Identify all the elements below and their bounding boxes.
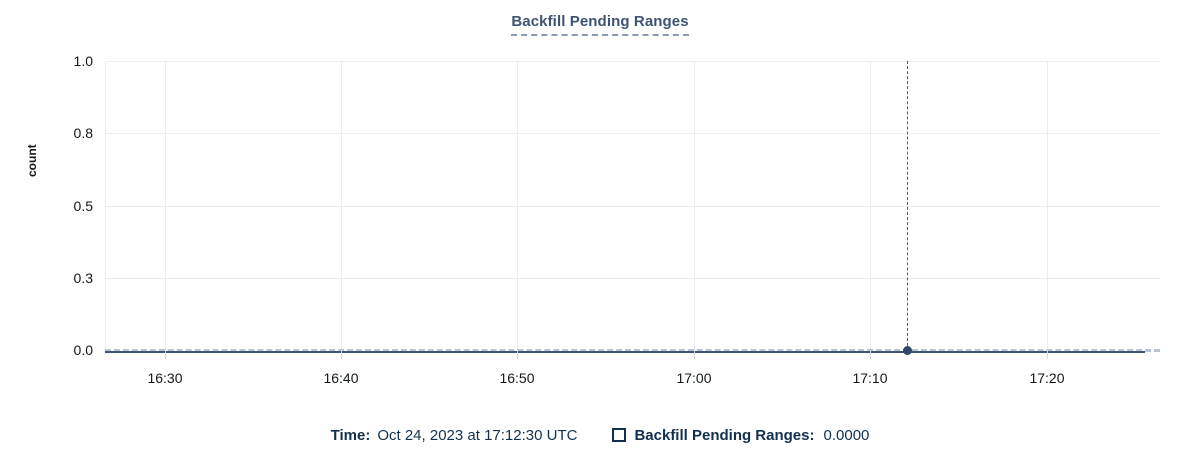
gridline-horizontal xyxy=(105,133,1160,134)
x-tick-mark xyxy=(694,350,695,359)
x-tick-mark xyxy=(341,350,342,359)
hover-time-value: Oct 24, 2023 at 17:12:30 UTC xyxy=(377,426,578,444)
x-tick-label: 16:30 xyxy=(147,370,183,386)
data-point-marker[interactable] xyxy=(903,346,912,355)
gridline-vertical xyxy=(341,61,342,350)
x-tick-label: 16:40 xyxy=(323,370,359,386)
x-tick-mark xyxy=(1047,350,1048,359)
x-tick-mark xyxy=(517,350,518,359)
legend-item-backfill-pending-ranges[interactable]: Backfill Pending Ranges: 0.0000 xyxy=(612,427,869,444)
x-tick-label: 16:50 xyxy=(499,370,535,386)
y-tick-label: 0.8 xyxy=(73,125,93,141)
series-line-backfill-pending-ranges xyxy=(105,351,1145,353)
legend-series-value: 0.0000 xyxy=(823,426,870,444)
y-axis-tick-labels: 1.0 0.8 0.5 0.3 0.0 xyxy=(33,0,93,466)
y-tick-label: 0.5 xyxy=(73,198,93,214)
y-tick-label: 0.3 xyxy=(73,270,93,286)
chart-title: Backfill Pending Ranges xyxy=(0,12,1200,36)
plot-area[interactable] xyxy=(105,61,1160,355)
x-tick-mark xyxy=(870,350,871,359)
gridline-horizontal xyxy=(105,278,1160,279)
gridline-horizontal xyxy=(105,61,1160,62)
x-tick-mark xyxy=(165,350,166,359)
gridline-vertical xyxy=(870,61,871,350)
gridline-vertical xyxy=(694,61,695,350)
gridline-vertical xyxy=(1047,61,1048,350)
zero-reference-line xyxy=(105,349,1160,352)
chart-footer-tooltip: Time: Oct 24, 2023 at 17:12:30 UTC Backf… xyxy=(0,420,1200,450)
gridline-vertical xyxy=(165,61,166,350)
hover-time-label: Time: xyxy=(330,426,371,444)
y-tick-label: 1.0 xyxy=(73,53,93,69)
gridline-horizontal xyxy=(105,206,1160,207)
gridline-vertical xyxy=(517,61,518,350)
hover-time-block: Time: Oct 24, 2023 at 17:12:30 UTC xyxy=(331,427,578,444)
crosshair-vertical-line xyxy=(907,61,908,351)
legend-series-name: Backfill Pending Ranges: xyxy=(634,426,815,444)
y-tick-label: 0.0 xyxy=(73,342,93,358)
gridline-vertical xyxy=(105,61,106,350)
empty-square-icon[interactable] xyxy=(612,428,627,442)
x-tick-label: 17:20 xyxy=(1029,370,1065,386)
x-tick-label: 17:10 xyxy=(852,370,888,386)
x-tick-label: 17:00 xyxy=(676,370,712,386)
chart-title-text: Backfill Pending Ranges xyxy=(511,12,689,36)
